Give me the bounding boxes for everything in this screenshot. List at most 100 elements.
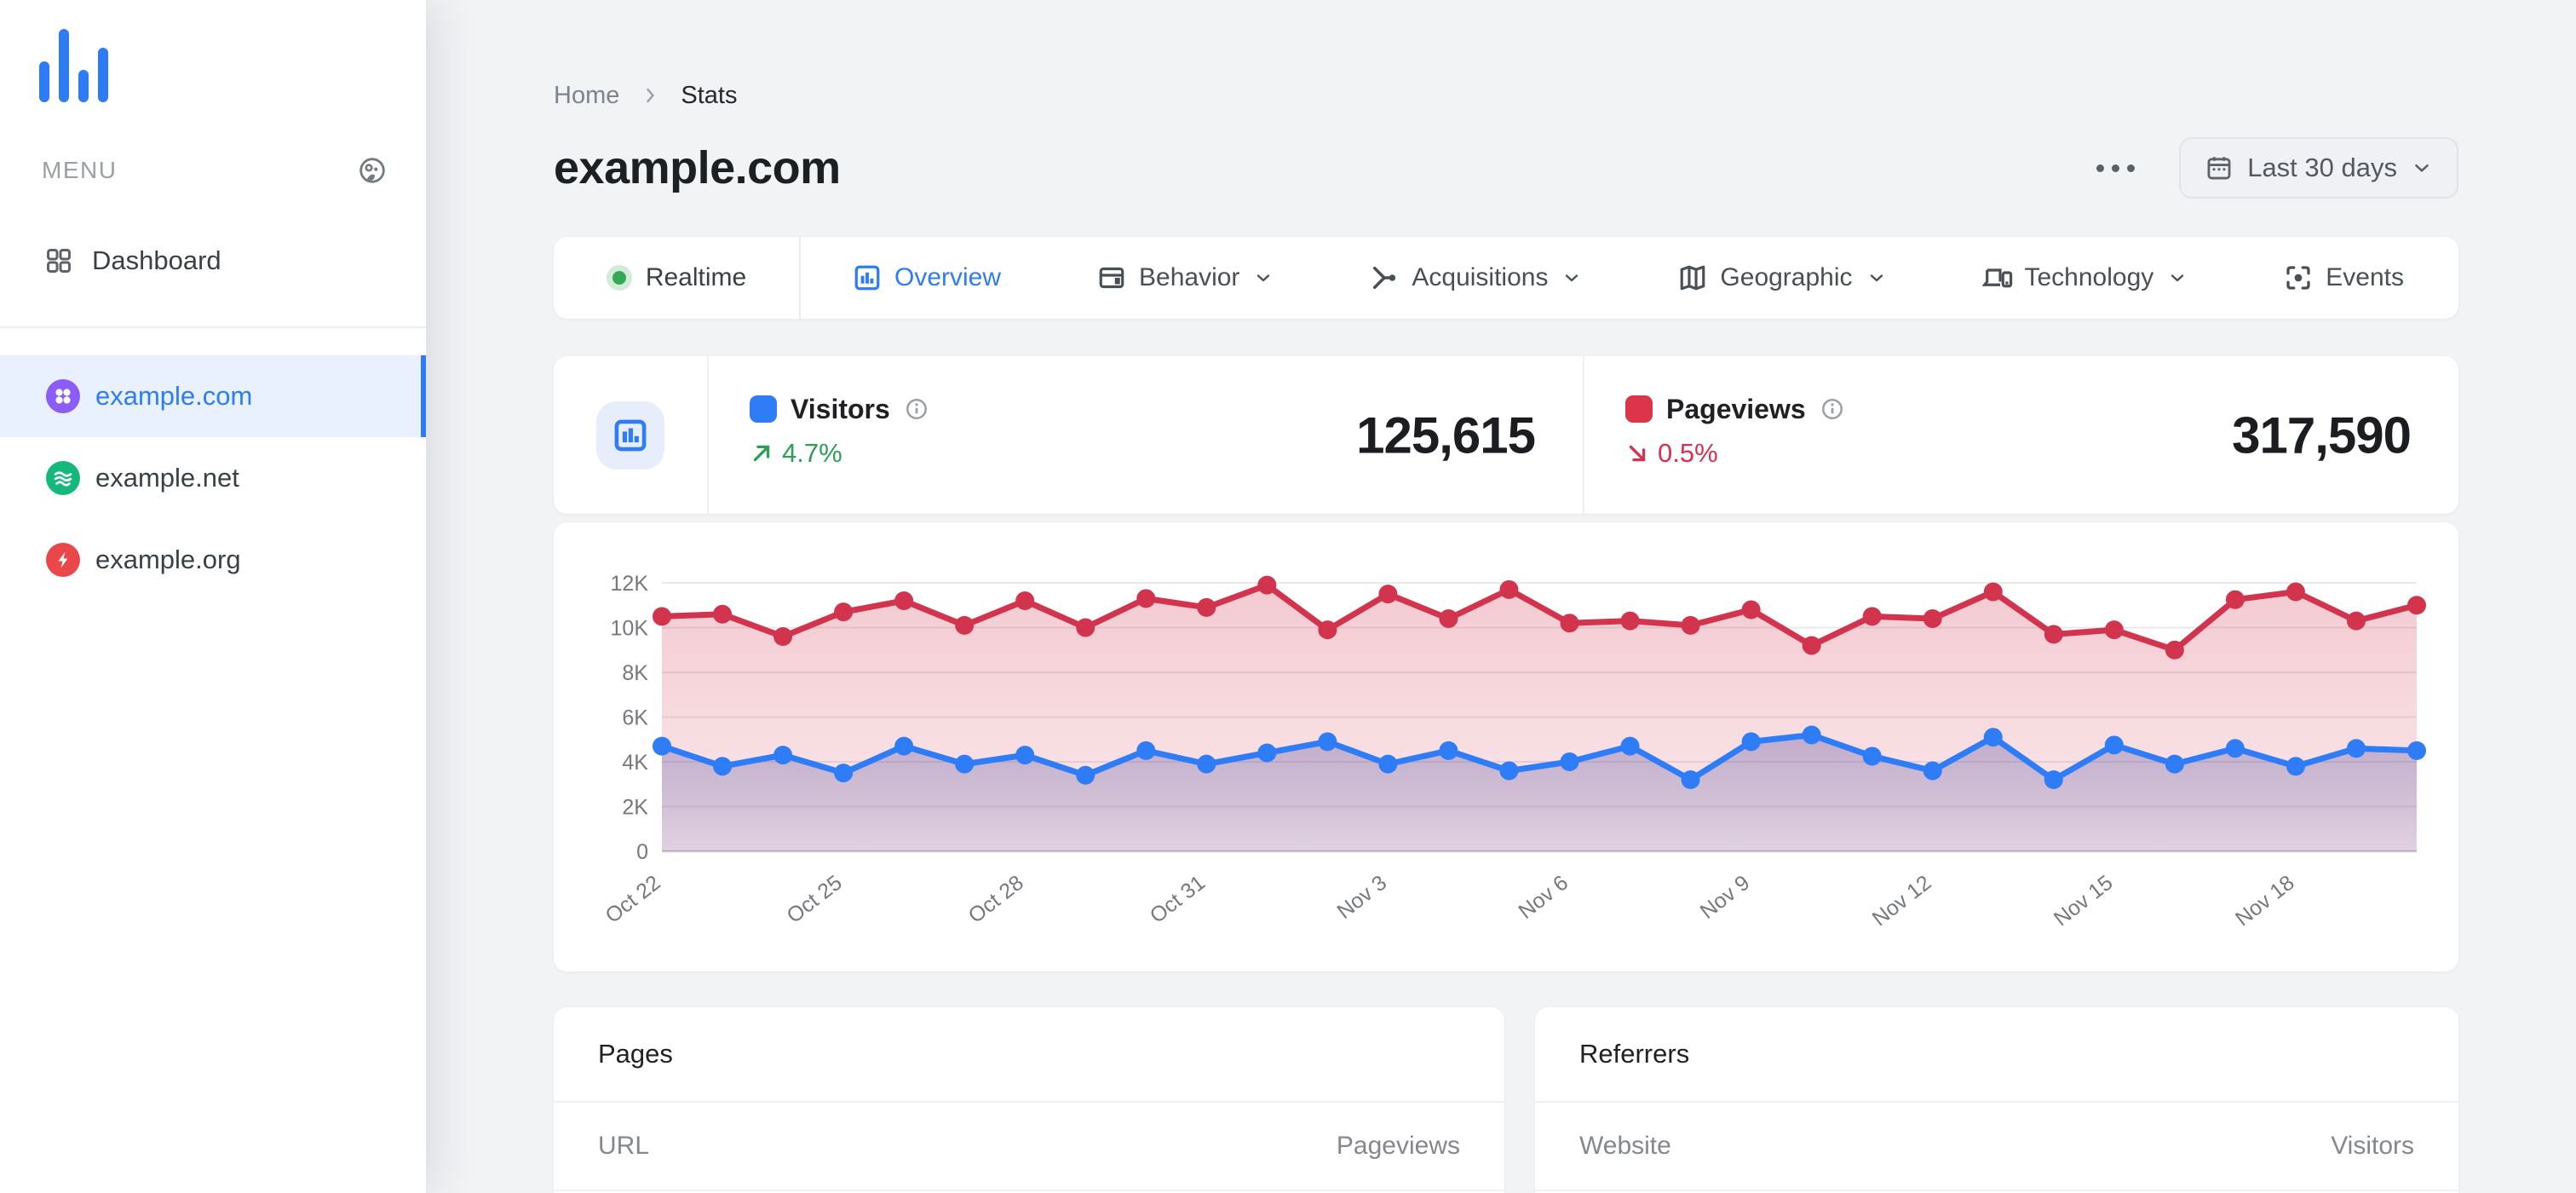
overview-chart-icon <box>854 265 880 291</box>
svg-text:12K: 12K <box>611 572 649 596</box>
bar-chart-icon <box>614 419 647 451</box>
tabbar: Realtime Overview <box>554 237 2458 319</box>
svg-text:8K: 8K <box>622 661 648 685</box>
sidebar-site-example-com[interactable]: example.com <box>0 355 426 437</box>
sidebar-site-example-org[interactable]: example.org <box>0 519 426 601</box>
visitors-value: 125,615 <box>1356 406 1536 464</box>
stat-change: 0.5% <box>1625 438 2411 469</box>
tab-label: Realtime <box>645 263 747 291</box>
sidebar-item-label: Dashboard <box>92 245 221 275</box>
date-range-label: Last 30 days <box>2247 153 2397 182</box>
tab-technology[interactable]: Technology <box>1981 262 2188 293</box>
svg-text:Oct 25: Oct 25 <box>783 871 847 928</box>
stat-visitors: Visitors 4.7% 125,615 <box>709 356 1583 514</box>
account-icon[interactable] <box>358 156 387 185</box>
dashboard-grid-icon <box>47 249 71 273</box>
stat-name: Visitors <box>791 393 890 424</box>
trend-up-icon <box>753 445 770 462</box>
trend-down-icon <box>1629 445 1646 462</box>
tab-acquisitions[interactable]: Acquisitions <box>1369 262 1582 293</box>
chevron-right-icon <box>647 88 655 103</box>
referrers-card: Referrers Website Visitors <box>1535 1007 2458 1193</box>
stat-pageviews: Pageviews 0.5% 317,590 <box>1583 356 2458 514</box>
column-header-pageviews: Pageviews <box>1336 1132 1460 1160</box>
chevron-down-icon <box>2415 164 2429 172</box>
pageviews-swatch <box>1625 395 1653 423</box>
svg-text:Nov 9: Nov 9 <box>1696 871 1755 924</box>
chevron-down-icon <box>1566 274 1578 282</box>
info-icon[interactable] <box>1820 396 1845 422</box>
pages-card: Pages URL Pageviews <box>554 1007 1504 1193</box>
svg-text:Oct 31: Oct 31 <box>1146 871 1210 928</box>
tab-behavior[interactable]: Behavior <box>1096 262 1274 293</box>
tab-label: Behavior <box>1139 263 1240 291</box>
events-focus-icon <box>2286 266 2310 290</box>
svg-text:2K: 2K <box>622 796 648 820</box>
stat-change: 4.7% <box>750 438 1535 469</box>
technology-devices-icon <box>1981 268 2012 288</box>
site-badge-waves-icon <box>46 461 80 495</box>
stat-name: Pageviews <box>1666 393 1806 424</box>
tab-events[interactable]: Events <box>2283 262 2404 293</box>
more-options-button[interactable] <box>2093 156 2138 181</box>
column-header-visitors: Visitors <box>2331 1132 2414 1160</box>
sidebar: MENU Dashboard <box>0 0 426 1193</box>
bottom-tables: Pages URL Pageviews Referrers Website Vi… <box>554 1007 2458 1193</box>
svg-text:0: 0 <box>636 840 648 864</box>
app-logo-icon[interactable] <box>39 27 112 104</box>
calendar-icon <box>2207 157 2231 180</box>
site-label: example.net <box>95 463 239 493</box>
svg-text:Nov 6: Nov 6 <box>1515 871 1573 924</box>
pageviews-value: 317,590 <box>2232 406 2412 464</box>
tab-label: Technology <box>2024 263 2154 291</box>
breadcrumb: Home Stats <box>554 80 2458 111</box>
svg-text:Oct 22: Oct 22 <box>601 871 664 928</box>
main-content: Home Stats example.com Last 30 days <box>426 0 2576 1193</box>
geographic-map-icon <box>1681 265 1705 291</box>
date-range-button[interactable]: Last 30 days <box>2179 137 2458 199</box>
column-header-website: Website <box>1579 1132 1671 1160</box>
site-label: example.org <box>95 545 241 574</box>
svg-text:4K: 4K <box>622 751 648 775</box>
site-list: example.com example.net <box>0 355 426 601</box>
tab-label: Events <box>2326 263 2404 291</box>
site-label: example.com <box>95 381 253 411</box>
column-header-url: URL <box>598 1132 650 1160</box>
tab-separator <box>799 237 801 319</box>
svg-text:Oct 28: Oct 28 <box>964 871 1028 928</box>
stats-summary-card: Visitors 4.7% 125,615 <box>554 356 2458 514</box>
tab-geographic[interactable]: Geographic <box>1677 262 1886 293</box>
svg-text:Nov 12: Nov 12 <box>1868 871 1936 931</box>
tab-label: Geographic <box>1720 263 1853 291</box>
site-badge-bolt-icon <box>46 543 80 577</box>
svg-text:6K: 6K <box>622 706 648 730</box>
svg-text:10K: 10K <box>611 617 649 641</box>
acquisitions-branch-icon <box>1373 266 1396 290</box>
page-title: example.com <box>554 142 841 193</box>
live-dot-icon <box>606 265 632 291</box>
chevron-down-icon <box>2171 274 2184 282</box>
sidebar-site-example-net[interactable]: example.net <box>0 437 426 519</box>
tab-label: Overview <box>894 263 1002 291</box>
chevron-down-icon <box>1870 274 1883 282</box>
svg-text:Nov 18: Nov 18 <box>2231 871 2299 931</box>
info-icon[interactable] <box>904 396 929 422</box>
chevron-down-icon <box>1257 274 1270 282</box>
site-badge-clover-icon <box>46 379 80 413</box>
sidebar-item-dashboard[interactable]: Dashboard <box>0 237 426 285</box>
menu-heading: MENU <box>42 157 118 183</box>
pages-card-title: Pages <box>554 1007 1504 1103</box>
tab-realtime[interactable]: Realtime <box>554 237 799 319</box>
traffic-area-chart[interactable]: 12K 10K 8K 6K 4K 2K 0 Oct 22 Oct 25 Oct 28 Oct 31 N… <box>554 522 2458 971</box>
tab-label: Acquisitions <box>1412 263 1549 291</box>
behavior-layout-icon <box>1099 267 1124 289</box>
svg-text:Nov 15: Nov 15 <box>2050 871 2118 931</box>
traffic-chart-card: 12K 10K 8K 6K 4K 2K 0 Oct 22 Oct 25 Oct 28 Oct 31 N… <box>554 522 2458 971</box>
visitors-swatch <box>750 395 777 423</box>
tab-overview[interactable]: Overview <box>852 262 1001 293</box>
referrers-card-title: Referrers <box>1535 1007 2458 1103</box>
svg-text:Nov 3: Nov 3 <box>1332 871 1391 924</box>
sidebar-divider <box>0 326 426 328</box>
breadcrumb-home-link[interactable]: Home <box>554 81 620 109</box>
